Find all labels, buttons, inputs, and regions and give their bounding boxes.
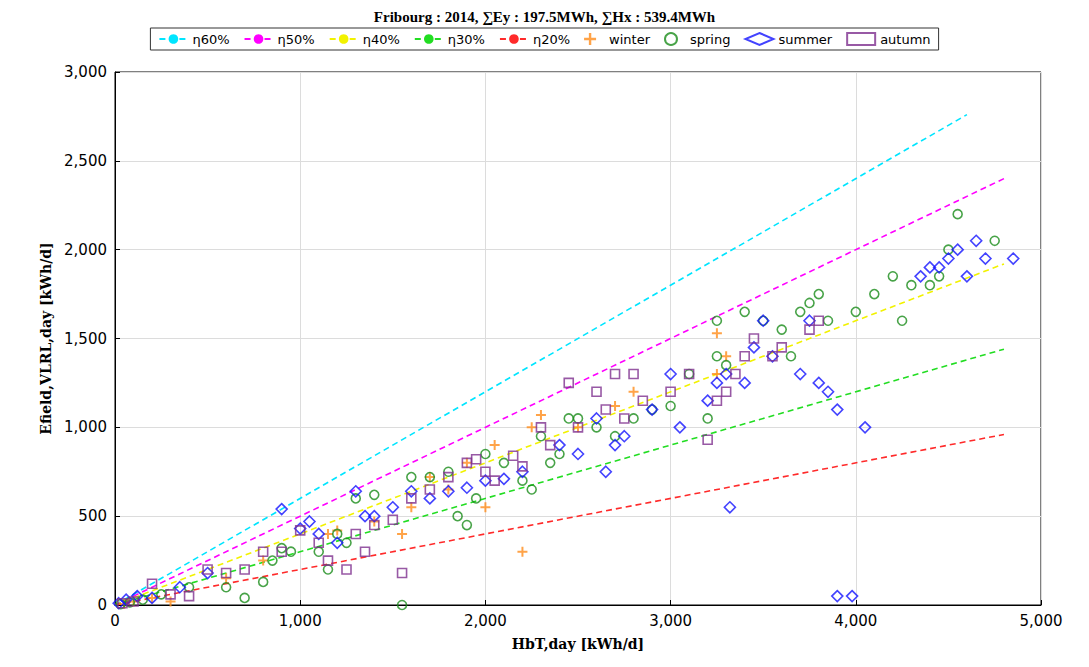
svg-text:summer: summer xyxy=(778,32,832,47)
svg-text:2,500: 2,500 xyxy=(64,152,107,170)
svg-text:spring: spring xyxy=(690,32,730,47)
svg-text:η60%: η60% xyxy=(192,32,229,47)
svg-text:3,000: 3,000 xyxy=(64,63,107,81)
svg-text:2,000: 2,000 xyxy=(64,241,107,259)
svg-text:5,000: 5,000 xyxy=(1020,612,1063,630)
svg-text:1,500: 1,500 xyxy=(64,330,107,348)
svg-text:η50%: η50% xyxy=(278,32,315,47)
svg-text:η20%: η20% xyxy=(533,32,570,47)
svg-text:0: 0 xyxy=(110,612,120,630)
svg-text:2,000: 2,000 xyxy=(464,612,507,630)
svg-text:500: 500 xyxy=(78,507,107,525)
svg-text:0: 0 xyxy=(97,596,107,614)
svg-text:Efield,VLRL,day [kWh/d]: Efield,VLRL,day [kWh/d] xyxy=(38,242,54,434)
svg-text:HbT,day [kWh/d]: HbT,day [kWh/d] xyxy=(512,636,644,652)
svg-text:3,000: 3,000 xyxy=(649,612,692,630)
svg-text:η30%: η30% xyxy=(448,32,485,47)
svg-text:4,000: 4,000 xyxy=(834,612,877,630)
svg-text:winter: winter xyxy=(609,32,651,47)
svg-text:1,000: 1,000 xyxy=(64,418,107,436)
svg-text:1,000: 1,000 xyxy=(279,612,322,630)
svg-text:η40%: η40% xyxy=(363,32,400,47)
svg-text:Fribourg : 2014, ∑Ey : 197.5MW: Fribourg : 2014, ∑Ey : 197.5MWh, ∑Hx : 5… xyxy=(374,9,716,26)
svg-text:autumn: autumn xyxy=(880,32,930,47)
